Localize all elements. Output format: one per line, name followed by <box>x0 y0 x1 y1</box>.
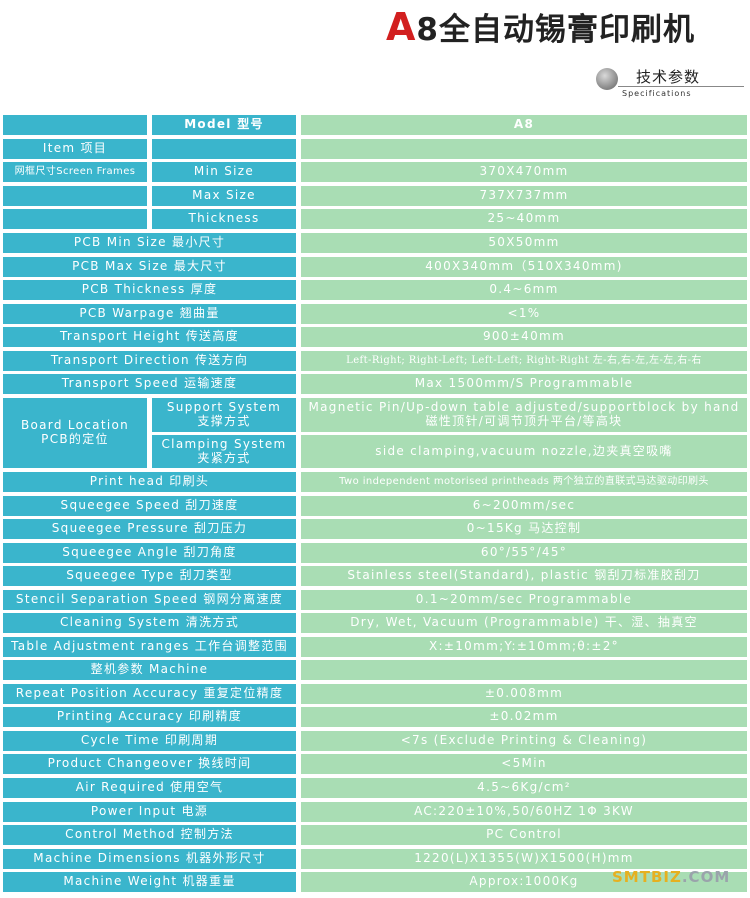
support-system-label-en: Support System <box>166 400 282 415</box>
spec-row-label: Transport Height 传送高度 <box>3 327 296 347</box>
spec-row-value: Two independent motorised printheads 两个独… <box>301 472 747 492</box>
spec-row-label: Cleaning System 清洗方式 <box>3 613 296 633</box>
spec-row-label: Stencil Separation Speed 钢网分离速度 <box>3 590 296 610</box>
spec-row-value: X:±10mm;Y:±10mm;θ:±2° <box>301 637 747 657</box>
clamping-system-label-cn: 夹紧方式 <box>197 450 251 465</box>
spec-row-value: <5Min <box>301 754 747 774</box>
clamping-system-label-en: Clamping System <box>161 436 287 451</box>
model-label: Model 型号 <box>152 115 296 135</box>
spec-row-label: Transport Direction 传送方向 <box>3 351 296 371</box>
screen-frames-blank <box>3 186 147 206</box>
board-location-label-cn: PCB的定位 <box>41 432 109 446</box>
screen-frames-row-label: Min Size <box>152 162 296 182</box>
screen-frames-blank <box>3 209 147 229</box>
support-system-value: Magnetic Pin/Up-down table adjusted/supp… <box>301 398 747 432</box>
spec-row-value: 0~15Kg 马达控制 <box>301 519 747 539</box>
item-value-blank <box>301 139 747 159</box>
spec-row-value: 900±40mm <box>301 327 747 347</box>
spec-row-value: 0.4~6mm <box>301 280 747 300</box>
spec-row-label: Printing Accuracy 印刷精度 <box>3 707 296 727</box>
spec-row-value: ±0.008mm <box>301 684 747 704</box>
spec-row-label: PCB Min Size 最小尺寸 <box>3 233 296 253</box>
clamping-system-label: Clamping System 夹紧方式 <box>152 435 296 468</box>
screen-frames-label: 网框尺寸Screen Frames <box>3 162 147 182</box>
spec-row-label: Machine Weight 机器重量 <box>3 872 296 892</box>
spec-row-label: Cycle Time 印刷周期 <box>3 731 296 751</box>
screen-frames-row-value: 370X470mm <box>301 162 747 182</box>
spec-row-label: Squeegee Type 刮刀类型 <box>3 566 296 586</box>
spec-row-label: Squeegee Speed 刮刀速度 <box>3 496 296 516</box>
clamping-system-value: side clamping,vacuum nozzle,边夹真空吸嘴 <box>301 435 747 468</box>
specifications-subtitle: Specifications <box>622 89 692 98</box>
spec-row-value: Approx:1000Kg <box>301 872 747 892</box>
spec-row-value: 6~200mm/sec <box>301 496 747 516</box>
spec-row-label: Air Required 使用空气 <box>3 778 296 798</box>
spec-row-label: Transport Speed 运输速度 <box>3 374 296 394</box>
spec-row-label: Squeegee Pressure 刮刀压力 <box>3 519 296 539</box>
spec-row-value: AC:220±10%,50/60HZ 1Φ 3KW <box>301 802 747 822</box>
spec-row-value: ±0.02mm <box>301 707 747 727</box>
board-location-label-en: Board Location <box>20 418 130 433</box>
machine-section-blank <box>301 660 747 680</box>
specifications-bullet-icon <box>596 68 618 90</box>
spec-row-value: Dry, Wet, Vacuum (Programmable) 干、湿、抽真空 <box>301 613 747 633</box>
spec-row-label: Squeegee Angle 刮刀角度 <box>3 543 296 563</box>
spec-row-label: Product Changeover 换线时间 <box>3 754 296 774</box>
spec-row-value: Max 1500mm/S Programmable <box>301 374 747 394</box>
item-label: Item 项目 <box>3 139 147 159</box>
item-blank-cell <box>152 139 296 159</box>
support-system-label-cn: 支撑方式 <box>197 414 251 428</box>
screen-frames-row-label: Max Size <box>152 186 296 206</box>
specifications-divider <box>618 86 744 87</box>
support-system-label: Support System 支撑方式 <box>152 398 296 432</box>
spec-row-value: 60°/55°/45° <box>301 543 747 563</box>
spec-row-label: Control Method 控制方法 <box>3 825 296 845</box>
spec-row-label: Table Adjustment ranges 工作台调整范围 <box>3 637 296 657</box>
spec-row-label: Repeat Position Accuracy 重复定位精度 <box>3 684 296 704</box>
spec-row-label: Print head 印刷头 <box>3 472 296 492</box>
machine-section-header: 整机参数 Machine <box>3 660 296 680</box>
spec-row-value: <7s (Exclude Printing & Cleaning) <box>301 731 747 751</box>
page-title: A8全自动锡膏印刷机 <box>386 5 695 49</box>
spec-row-label: PCB Max Size 最大尺寸 <box>3 257 296 277</box>
spec-row-value: 4.5~6Kg/cm² <box>301 778 747 798</box>
spec-row-label: Machine Dimensions 机器外形尺寸 <box>3 849 296 869</box>
screen-frames-row-value: 737X737mm <box>301 186 747 206</box>
spec-row-value: Stainless steel(Standard), plastic 钢刮刀标准… <box>301 566 747 586</box>
screen-frames-row-value: 25~40mm <box>301 209 747 229</box>
spec-row-label: PCB Warpage 翘曲量 <box>3 304 296 324</box>
model-value: A8 <box>301 115 747 135</box>
spec-row-value: Left-Right; Right-Left; Left-Left; Right… <box>301 351 747 371</box>
spec-row-value: 50X50mm <box>301 233 747 253</box>
spec-row-value: PC Control <box>301 825 747 845</box>
screen-frames-row-label: Thickness <box>152 209 296 229</box>
spec-row-value: <1% <box>301 304 747 324</box>
spec-row-value: 400X340mm（510X340mm) <box>301 257 747 277</box>
board-location-label: Board Location PCB的定位 <box>3 398 147 468</box>
spec-row-label: PCB Thickness 厚度 <box>3 280 296 300</box>
spec-row-value: 0.1~20mm/sec Programmable <box>301 590 747 610</box>
header-blank-cell <box>3 115 147 135</box>
spec-row-value: 1220(L)X1355(W)X1500(H)mm <box>301 849 747 869</box>
specifications-title: 技术参数 <box>636 68 701 86</box>
watermark: SMTBIZ.COM <box>612 868 731 886</box>
spec-row-label: Power Input 电源 <box>3 802 296 822</box>
